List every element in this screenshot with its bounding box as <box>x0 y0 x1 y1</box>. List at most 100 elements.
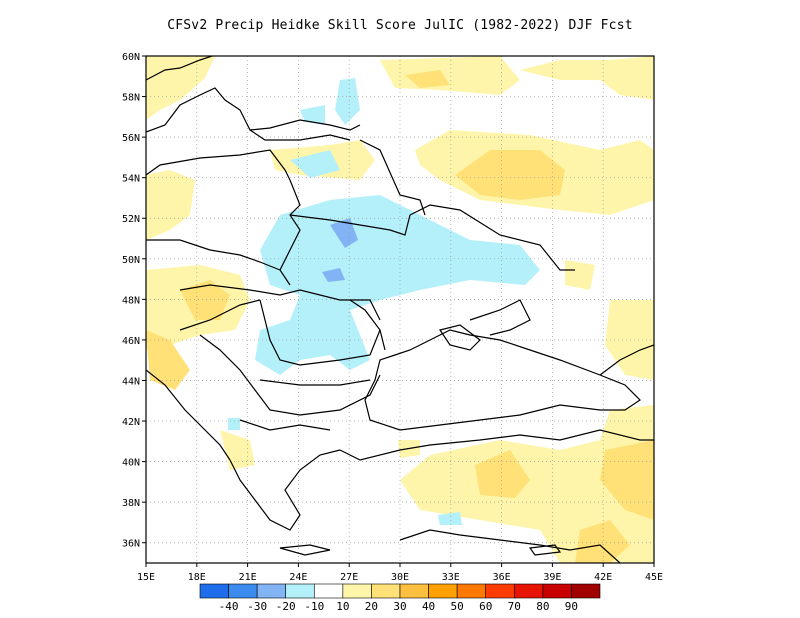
colorbar-label: 80 <box>536 600 549 613</box>
colorbar-label: -10 <box>304 600 324 613</box>
colorbar-label: 50 <box>451 600 464 613</box>
positive-region <box>380 56 520 95</box>
border-greece <box>239 419 331 431</box>
island-crete <box>279 544 331 556</box>
coastlines-borders <box>146 56 654 563</box>
colorbar-labels: -40 -30 -20 -10 10 20 30 40 50 60 70 80 90 <box>219 600 578 613</box>
negative-region <box>300 105 325 125</box>
colorbar-label: -30 <box>247 600 267 613</box>
colorbar-swatch <box>342 583 372 599</box>
colorbar-swatch <box>285 583 315 599</box>
positive-region <box>565 260 595 290</box>
longitude-labels: 15E 18E 21E 24E 27E 30E 33E 36E 39E 42E 45E <box>137 563 663 583</box>
border-ukraine-east <box>409 204 575 271</box>
lon-tick-label: 24E <box>289 572 307 583</box>
coastline-turkey <box>339 429 654 461</box>
border-hungary <box>179 299 261 331</box>
positive-region <box>146 56 215 120</box>
colorbar <box>199 583 601 599</box>
colorbar-swatch <box>256 583 287 599</box>
positive-region <box>520 56 654 100</box>
border-russia <box>359 139 426 216</box>
border-ukraine-north <box>289 214 411 236</box>
colorbar-swatch <box>313 583 344 599</box>
positive-region <box>400 405 654 563</box>
negative-region <box>438 512 462 525</box>
map-title: CFSv2 Precip Heidke Skill Score JulIC (1… <box>167 18 633 33</box>
coastline-turkey-south <box>399 529 621 563</box>
positive-region <box>475 450 530 498</box>
colorbar-label: 30 <box>393 600 406 613</box>
lat-tick-label: 42N <box>122 417 140 428</box>
lon-tick-label: 36E <box>493 572 511 583</box>
colorbar-label: 10 <box>336 600 349 613</box>
lon-tick-label: 42E <box>594 572 612 583</box>
lat-tick-label: 60N <box>122 52 140 63</box>
border-carpathians <box>179 284 381 321</box>
coastline-azov <box>469 299 531 336</box>
negative-region <box>228 418 240 430</box>
colorbar-label: 90 <box>565 600 578 613</box>
island-cyprus <box>528 544 562 556</box>
colorbar-swatch <box>371 583 401 599</box>
coastline-greece <box>229 449 341 531</box>
positive-region <box>146 330 190 390</box>
negative-region <box>330 218 358 248</box>
lat-tick-label: 52N <box>122 214 140 225</box>
colorbar-swatch <box>399 583 429 599</box>
border-moldova <box>349 299 386 351</box>
coastline-baltic-south <box>146 149 291 181</box>
colorbar-swatch <box>228 583 258 599</box>
coastline-caucasus <box>599 344 654 376</box>
coastline-adriatic <box>146 369 231 461</box>
positive-region <box>455 150 565 200</box>
positive-region <box>220 430 255 470</box>
lat-tick-label: 58N <box>122 93 140 104</box>
positive-region <box>600 440 654 520</box>
lat-tick-label: 54N <box>122 174 140 185</box>
border-bulgaria <box>259 379 371 386</box>
colorbar-swatch <box>199 583 229 599</box>
positive-region <box>146 170 195 240</box>
positive-region <box>575 520 630 563</box>
lat-tick-label: 48N <box>122 295 140 306</box>
colorbar-label: -20 <box>276 600 296 613</box>
lon-tick-label: 15E <box>137 572 155 583</box>
lon-tick-label: 30E <box>391 572 409 583</box>
border-romania <box>259 299 381 366</box>
colorbar-swatch <box>485 583 515 599</box>
colorbar-label: 20 <box>365 600 378 613</box>
lon-tick-label: 39E <box>543 572 561 583</box>
lat-tick-label: 36N <box>122 539 140 550</box>
negative-region <box>335 78 360 125</box>
negative-region <box>290 150 340 178</box>
colorbar-label: 40 <box>422 600 435 613</box>
coastline-black-sea <box>364 329 641 431</box>
negative-region <box>255 195 540 375</box>
lon-tick-label: 45E <box>645 572 663 583</box>
lon-tick-label: 27E <box>340 572 358 583</box>
positive-region <box>180 280 230 320</box>
colorbar-label: -40 <box>219 600 239 613</box>
lat-tick-label: 56N <box>122 133 140 144</box>
positive-region <box>405 70 450 88</box>
gulf-of-finland <box>249 129 351 141</box>
lon-tick-label: 18E <box>188 572 206 583</box>
skill-field <box>146 56 654 563</box>
colorbar-swatch <box>542 583 572 599</box>
negative-region <box>322 268 345 282</box>
lon-tick-label: 33E <box>442 572 460 583</box>
lat-tick-label: 44N <box>122 376 140 387</box>
coastline-baltic <box>146 87 361 133</box>
border-balkans <box>199 334 381 416</box>
colorbar-label: 70 <box>508 600 521 613</box>
lat-tick-label: 38N <box>122 498 140 509</box>
lat-tick-label: 40N <box>122 458 140 469</box>
colorbar-swatch <box>571 583 601 599</box>
coastline-scandinavia <box>146 56 213 81</box>
border-poland <box>146 239 281 271</box>
latitude-labels: 36N 38N 40N 42N 44N 46N 48N 50N 52N 54N 56N 58N 60N <box>122 52 146 550</box>
colorbar-swatch <box>428 583 458 599</box>
colorbar-swatch <box>513 583 544 599</box>
